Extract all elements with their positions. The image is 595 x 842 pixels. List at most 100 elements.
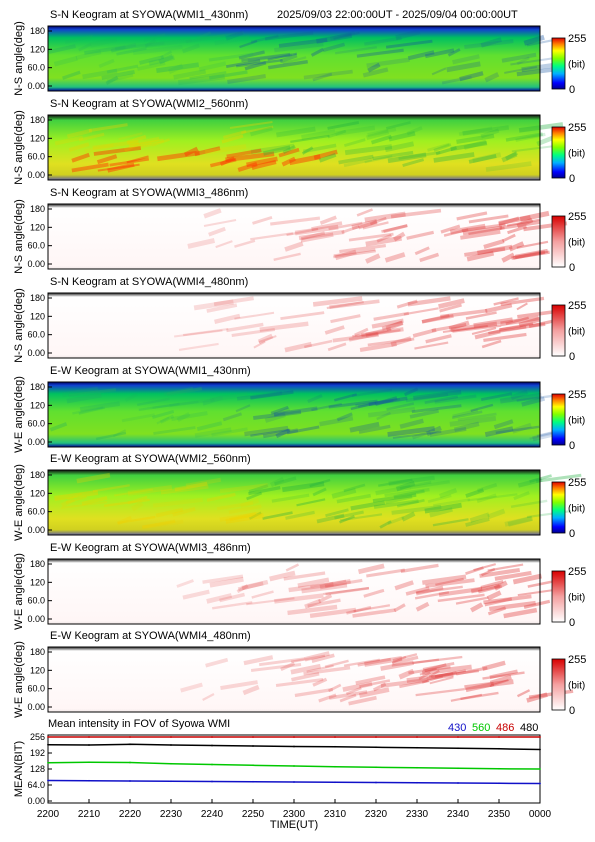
y-tick-label: 120 [30, 488, 45, 498]
data-point [334, 736, 336, 738]
x-tick-label: 2210 [78, 809, 101, 820]
legend-label: 486 [496, 722, 514, 734]
mean-intensity-panel: Mean intensity in FOV of Syowa WMI 430 560… [13, 718, 552, 831]
keogram-texture [54, 120, 564, 173]
mean-panel-title: Mean intensity in FOV of Syowa WMI [48, 718, 230, 730]
colorbar [551, 570, 566, 623]
keogram-title: S-N Keogram at SYOWA(WMI1_430nm) [50, 9, 248, 21]
y-tick-label: 180 [30, 115, 45, 125]
keogram-texture [180, 651, 574, 706]
colorbar [551, 658, 566, 711]
data-point [457, 767, 459, 770]
data-point [498, 736, 500, 738]
colorbar-min-label: 0 [569, 173, 575, 185]
keogram-title: E-W Keogram at SYOWA(WMI1_430nm) [50, 365, 251, 377]
y-tick-label: 180 [30, 293, 45, 303]
keogram-texture [174, 296, 562, 353]
colorbar-max-label: 255 [568, 33, 586, 45]
x-tick-label: 2340 [447, 809, 470, 820]
keogram-image [48, 647, 540, 712]
y-tick-label: 0.00 [27, 437, 45, 447]
keogram-texture [49, 386, 564, 442]
y-tick-label: 120 [30, 400, 45, 410]
keogram-panel: E-W Keogram at SYOWA(WMI3_486nm) 180 120 60… [13, 542, 586, 630]
colorbar-unit-label: (bit) [568, 504, 585, 515]
data-point [498, 747, 500, 750]
y-tick-label: 120 [30, 222, 45, 232]
y-tick-label: 60.0 [27, 419, 45, 429]
y-tick-label: 60.0 [27, 507, 45, 517]
keogram-frame [47, 292, 541, 359]
y-axis-label: N-S angle(deg) [13, 110, 25, 185]
data-point [334, 765, 336, 768]
y-axis-label: W-E angle(deg) [13, 553, 25, 630]
data-point [47, 736, 49, 738]
legend-label: 560 [472, 722, 490, 734]
data-point [88, 761, 90, 764]
x-tick-label: 2320 [365, 809, 388, 820]
y-tick-label: 0.00 [27, 702, 45, 712]
data-point [47, 743, 49, 746]
colorbar-min-label: 0 [569, 705, 575, 717]
keogram-title: E-W Keogram at SYOWA(WMI3_486nm) [50, 542, 251, 554]
mean-y-tick-label: 64.0 [27, 780, 45, 790]
data-point [539, 736, 541, 738]
data-point [129, 780, 131, 782]
data-point [293, 765, 295, 767]
colorbar-unit-label: (bit) [568, 327, 585, 338]
colorbar-min-label: 0 [569, 617, 575, 629]
keogram-image [48, 382, 540, 447]
colorbar-max-label: 255 [568, 300, 586, 312]
colorbar-max-label: 255 [568, 566, 586, 578]
data-point [252, 745, 254, 747]
colorbar-unit-label: (bit) [568, 149, 585, 160]
colorbar-unit-label: (bit) [568, 60, 585, 71]
data-point [539, 768, 541, 770]
keogram-frame [47, 25, 541, 92]
keogram-title: S-N Keogram at SYOWA(WMI4_480nm) [50, 276, 248, 288]
data-point [457, 736, 459, 738]
x-axis-label: TIME(UT) [270, 819, 318, 831]
colorbar [551, 393, 566, 446]
data-point [539, 782, 541, 785]
colorbar-max-label: 255 [568, 211, 586, 223]
y-axis-label: W-E angle(deg) [13, 376, 25, 453]
y-tick-label: 60.0 [27, 63, 45, 73]
keogram-image [48, 26, 540, 91]
x-tick-label: 2230 [160, 809, 183, 820]
colorbar-unit-label: (bit) [568, 681, 585, 692]
y-axis-label: W-E angle(deg) [13, 641, 25, 718]
y-tick-label: 180 [30, 26, 45, 36]
data-point [211, 763, 213, 766]
x-tick-label: 2200 [37, 809, 60, 820]
keogram-panel: E-W Keogram at SYOWA(WMI1_430nm) 180 120 60… [13, 365, 586, 453]
colorbar [551, 304, 566, 357]
data-point [211, 744, 213, 747]
mean-y-tick-label: 256 [30, 732, 45, 742]
keogram-frame [47, 203, 541, 270]
data-point [293, 736, 295, 738]
data-point [170, 780, 172, 783]
y-tick-label: 0.00 [27, 81, 45, 91]
y-tick-label: 120 [30, 44, 45, 54]
data-point [457, 782, 459, 784]
data-point [375, 746, 377, 749]
colorbar [551, 37, 566, 90]
colorbar-min-label: 0 [569, 351, 575, 363]
keogram-panel: E-W Keogram at SYOWA(WMI4_480nm) 180 120 60… [13, 630, 586, 718]
data-point [416, 781, 418, 784]
data-point [416, 766, 418, 769]
data-point [252, 736, 254, 738]
data-point [334, 781, 336, 784]
keogram-image [48, 204, 540, 269]
x-tick-label: 2300 [283, 809, 306, 820]
data-point [375, 781, 377, 784]
colorbar [551, 481, 566, 534]
data-point [457, 747, 459, 750]
data-point [293, 781, 295, 783]
data-point [498, 782, 500, 785]
colorbar-unit-label: (bit) [568, 238, 585, 249]
legend-label: 430 [448, 722, 466, 734]
data-point [375, 766, 377, 769]
colorbar-unit-label: (bit) [568, 593, 585, 604]
